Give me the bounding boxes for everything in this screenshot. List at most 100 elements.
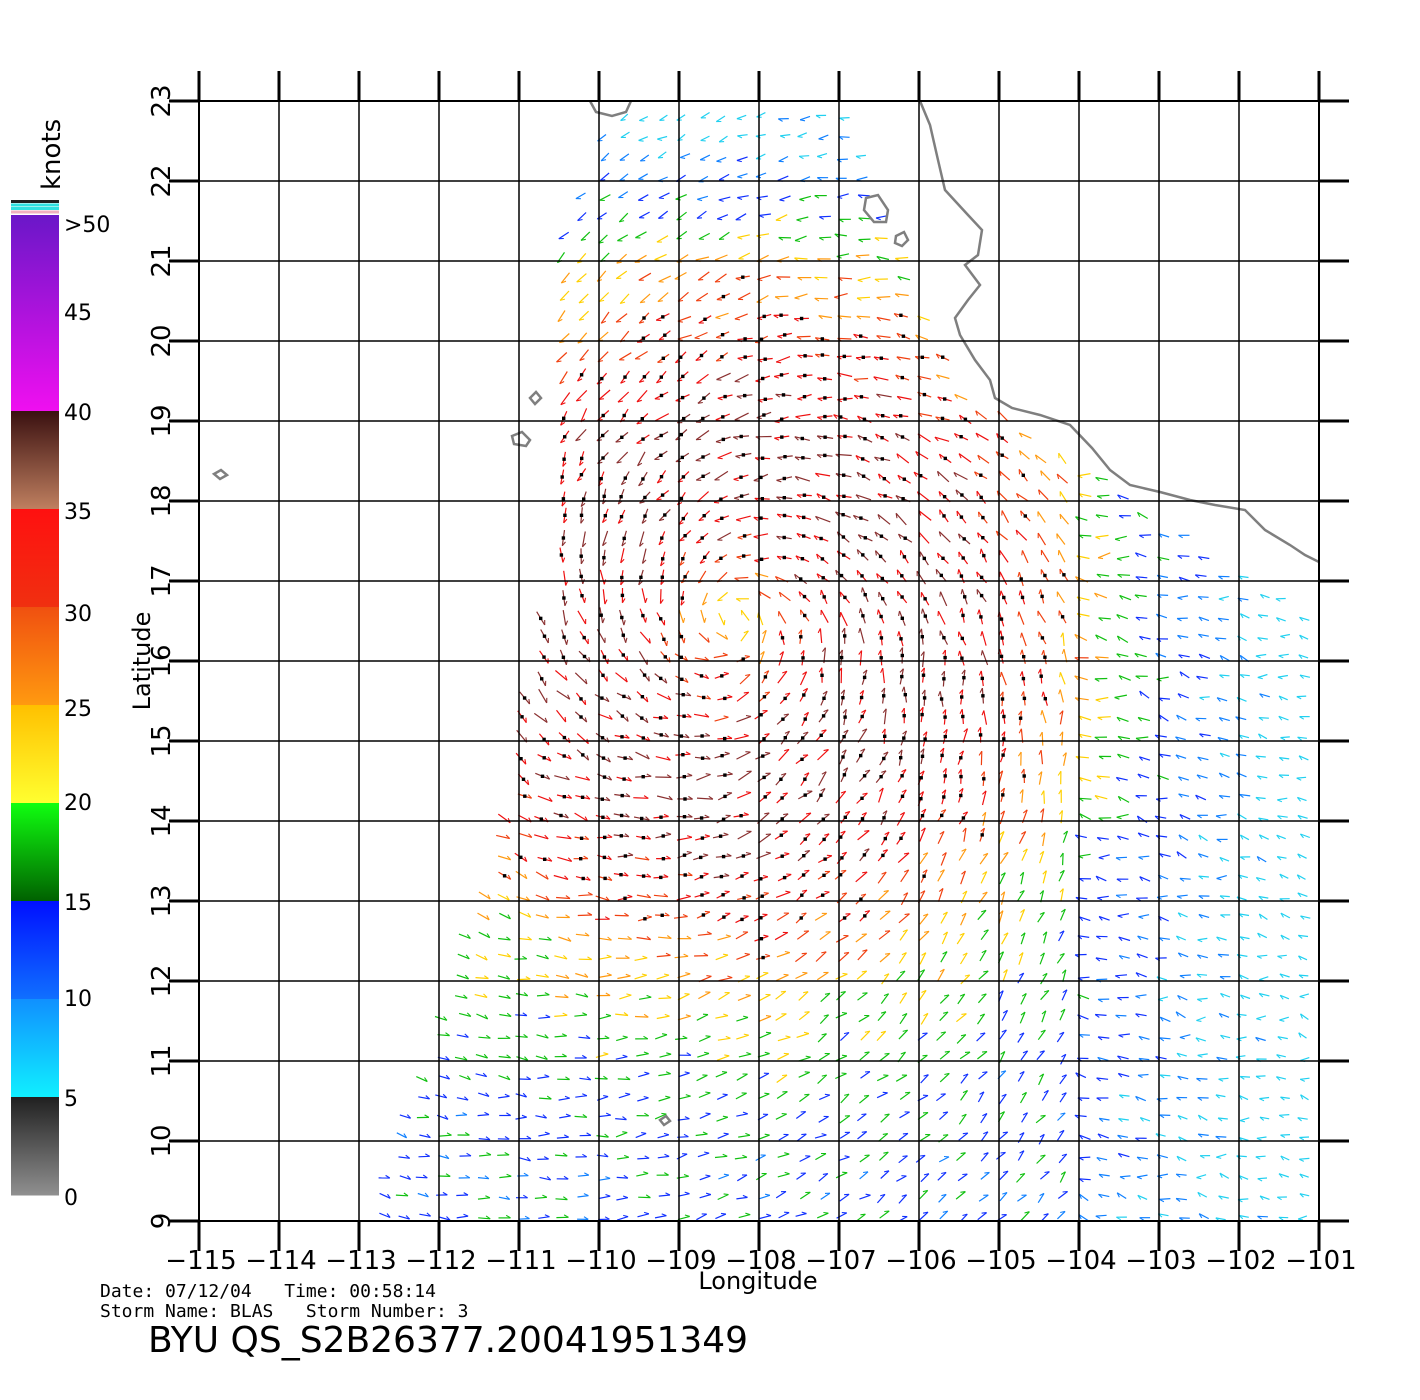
wind-vector bbox=[478, 891, 491, 900]
wind-vector bbox=[1218, 617, 1229, 621]
wind-vector bbox=[634, 957, 648, 961]
wind-vector-head bbox=[835, 511, 840, 517]
wind-vector bbox=[677, 315, 692, 322]
wind-vector bbox=[639, 154, 650, 162]
wind-vector-head bbox=[843, 767, 849, 771]
high-wind-marker bbox=[700, 536, 704, 540]
wind-vector-head bbox=[446, 1132, 452, 1136]
wind-vector-head bbox=[983, 1152, 989, 1155]
wind-vector bbox=[1118, 795, 1130, 803]
wind-vector-head bbox=[874, 550, 877, 556]
wind-vector bbox=[1196, 1016, 1206, 1022]
wind-vector-head bbox=[544, 954, 549, 960]
wind-vector bbox=[858, 238, 871, 241]
wind-vector-head bbox=[1177, 555, 1183, 559]
wind-vector-head bbox=[982, 871, 988, 875]
wind-vector bbox=[658, 210, 669, 219]
wind-vector-head bbox=[962, 1132, 968, 1135]
wind-vector-head bbox=[1098, 857, 1104, 860]
wind-vector bbox=[1062, 830, 1069, 843]
wind-vector bbox=[895, 512, 907, 526]
high-wind-marker bbox=[822, 873, 826, 877]
wind-vector bbox=[959, 952, 968, 965]
high-wind-marker bbox=[702, 514, 706, 518]
wind-vector-head bbox=[776, 276, 782, 280]
high-wind-marker bbox=[979, 593, 984, 598]
wind-vector bbox=[379, 1192, 391, 1199]
wind-vector bbox=[776, 1074, 788, 1083]
wind-vector bbox=[1255, 653, 1267, 657]
wind-vector-head bbox=[1278, 695, 1283, 701]
high-wind-marker bbox=[739, 475, 743, 479]
wind-vector-head bbox=[462, 1112, 468, 1116]
wind-vector-head bbox=[995, 530, 999, 536]
wind-vector bbox=[816, 1212, 829, 1219]
wind-vector-head bbox=[979, 1013, 985, 1017]
wind-vector-head bbox=[1115, 1014, 1121, 1019]
wind-vector-head bbox=[815, 472, 820, 478]
high-wind-marker bbox=[663, 513, 667, 517]
high-wind-marker bbox=[802, 395, 807, 399]
high-wind-marker bbox=[819, 536, 823, 541]
wind-vector bbox=[498, 995, 511, 999]
wind-vector-head bbox=[1058, 789, 1062, 795]
wind-vector bbox=[1118, 1033, 1130, 1036]
high-wind-marker bbox=[959, 435, 963, 439]
high-wind-marker bbox=[521, 777, 526, 781]
high-wind-marker bbox=[899, 414, 903, 418]
wind-vector-head bbox=[875, 217, 881, 221]
wind-vector bbox=[958, 848, 967, 861]
high-wind-marker bbox=[959, 574, 964, 578]
wind-vector-head bbox=[882, 849, 888, 852]
wind-vector bbox=[819, 1014, 830, 1025]
wind-vector bbox=[498, 1055, 511, 1059]
wind-vector bbox=[878, 1151, 889, 1161]
wind-vector-head bbox=[624, 955, 630, 959]
wind-vector bbox=[799, 1093, 810, 1103]
wind-vector-head bbox=[1279, 873, 1283, 879]
wind-vector-head bbox=[746, 894, 752, 897]
wind-vector-head bbox=[757, 278, 763, 282]
wind-vector-head bbox=[862, 871, 868, 874]
colorbar-bands bbox=[11, 215, 59, 1196]
wind-vector-head bbox=[646, 754, 650, 760]
wind-vector-head bbox=[961, 1013, 967, 1015]
wind-vector bbox=[896, 356, 911, 360]
wind-vector-head bbox=[783, 713, 789, 716]
high-wind-marker bbox=[863, 914, 867, 918]
wind-vector bbox=[697, 933, 712, 936]
high-wind-marker bbox=[641, 613, 645, 618]
wind-vector bbox=[998, 1093, 1007, 1105]
wind-vector bbox=[559, 371, 568, 385]
wind-vector bbox=[957, 1173, 968, 1182]
wind-vector-head bbox=[1179, 671, 1183, 677]
wind-vector bbox=[695, 256, 710, 261]
wind-vector bbox=[1077, 473, 1091, 477]
wind-vector-head bbox=[1002, 1170, 1009, 1174]
wind-vector-head bbox=[862, 669, 868, 674]
wind-vector bbox=[836, 1212, 848, 1219]
wind-vector bbox=[598, 389, 611, 400]
wind-vector-head bbox=[975, 432, 979, 438]
wind-vector-head bbox=[954, 394, 959, 399]
wind-vector-head bbox=[823, 709, 829, 713]
wind-vector-head bbox=[1300, 1094, 1304, 1100]
wind-vector bbox=[456, 1215, 469, 1219]
wind-vector-head bbox=[824, 833, 830, 836]
wind-vector-head bbox=[1178, 793, 1183, 798]
wind-vector bbox=[1235, 716, 1247, 721]
wind-vector bbox=[758, 994, 771, 1002]
wind-vector-head bbox=[658, 156, 664, 159]
wind-vector bbox=[917, 433, 931, 443]
wind-vector-head bbox=[1098, 617, 1103, 622]
high-wind-marker bbox=[742, 534, 747, 538]
wind-vector-head bbox=[720, 1212, 726, 1215]
wind-vector-head bbox=[942, 911, 948, 915]
wind-vector-head bbox=[857, 415, 861, 421]
wind-vector bbox=[1255, 796, 1266, 800]
wind-vector-head bbox=[1042, 972, 1048, 977]
wind-vector-head bbox=[565, 895, 571, 899]
wind-vector-head bbox=[938, 491, 941, 497]
wind-vector bbox=[699, 1113, 711, 1119]
high-wind-marker bbox=[761, 754, 765, 758]
